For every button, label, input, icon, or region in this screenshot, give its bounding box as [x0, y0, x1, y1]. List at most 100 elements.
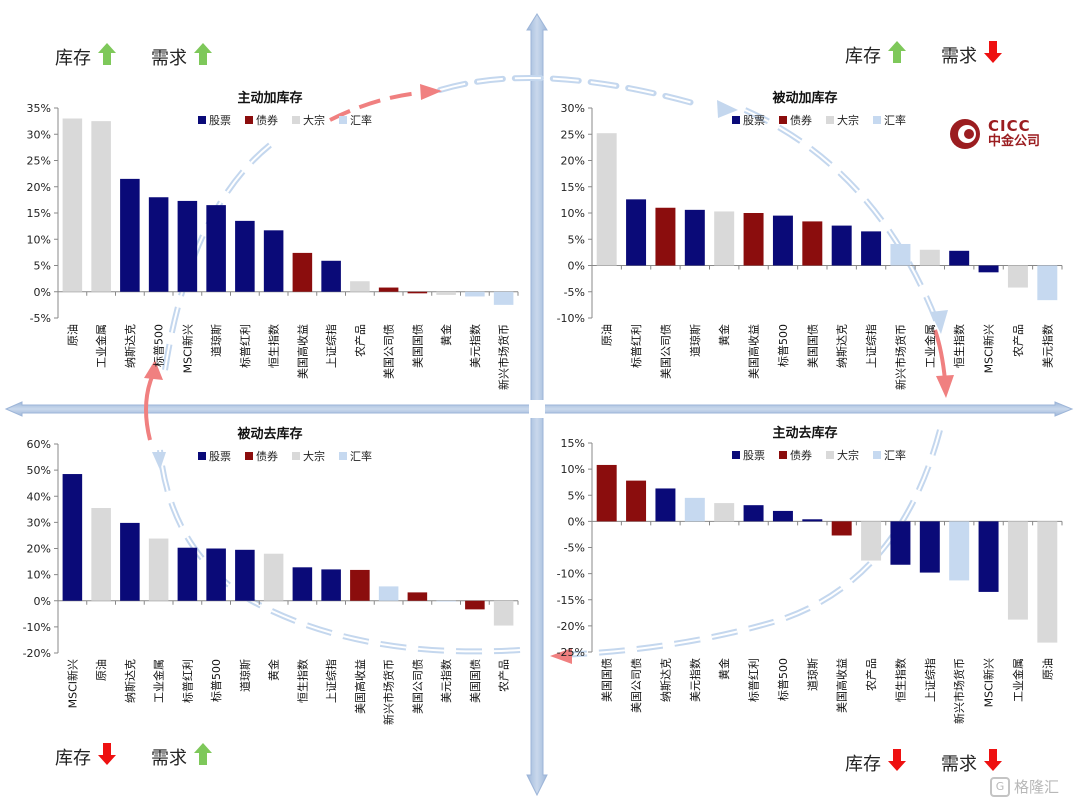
- bar: [978, 521, 999, 592]
- x-tick-label: 道琼斯: [238, 659, 252, 692]
- cicc-logo: CICC 中金公司: [948, 117, 1040, 151]
- arrow-down-icon: [887, 748, 907, 777]
- x-tick-label: 工业金属: [1011, 658, 1025, 702]
- watermark-text: 格隆汇: [1014, 778, 1060, 796]
- bar: [436, 291, 456, 295]
- y-tick-label: 30%: [27, 516, 51, 529]
- x-tick-label: 标普红利: [238, 324, 252, 368]
- bar: [861, 231, 882, 266]
- bar: [407, 291, 428, 294]
- y-tick-label: -5%: [564, 542, 585, 555]
- arrow-up-icon: [97, 42, 117, 71]
- x-tick-label: 工业金属: [152, 659, 166, 703]
- y-tick-label: -15%: [557, 594, 585, 607]
- bar: [177, 200, 198, 292]
- x-tick-label: MSCI新兴: [180, 324, 194, 373]
- bar: [684, 209, 705, 266]
- x-tick-label: MSCI新兴: [982, 324, 996, 373]
- demand-label: 需求: [941, 753, 977, 775]
- x-tick-label: MSCI新兴: [65, 659, 79, 708]
- x-tick-label: 纳斯达克: [124, 324, 137, 368]
- axis-cross: [4, 13, 1074, 797]
- y-tick-label: 0%: [568, 260, 585, 273]
- legend-swatch: [732, 451, 740, 459]
- bar: [655, 488, 676, 522]
- x-tick-label: 美元指数: [468, 324, 482, 368]
- bar: [714, 503, 735, 522]
- legend-label: 汇率: [350, 449, 372, 463]
- corner-bottom-left: 库存 需求: [55, 742, 213, 771]
- y-tick-label: -5%: [564, 286, 585, 299]
- demand-label: 需求: [151, 47, 187, 69]
- bar: [684, 497, 705, 522]
- bar: [148, 197, 169, 292]
- bar: [493, 600, 514, 626]
- brand-cn: 中金公司: [988, 134, 1041, 149]
- bar: [626, 480, 647, 522]
- x-tick-label: 上证综指: [324, 324, 338, 368]
- bar: [596, 133, 617, 266]
- bar: [978, 265, 999, 273]
- bar: [292, 252, 313, 292]
- x-tick-label: 美国高收益: [295, 324, 309, 379]
- y-tick-label: 25%: [561, 128, 585, 141]
- arrow-down-icon: [97, 742, 117, 771]
- y-tick-label: 50%: [27, 464, 51, 477]
- legend-label: 股票: [743, 114, 765, 127]
- y-tick-label: 35%: [27, 102, 51, 115]
- x-tick-label: 新兴市场货币: [952, 658, 966, 724]
- corner-top-left: 库存 需求: [55, 42, 213, 71]
- legend-swatch: [826, 451, 834, 459]
- x-tick-label: 纳斯达克: [659, 658, 672, 702]
- x-tick-label: 美国高收益: [353, 659, 367, 714]
- bar: [62, 474, 83, 601]
- bar: [626, 199, 647, 266]
- legend-swatch: [198, 116, 206, 124]
- x-tick-label: 农产品: [353, 324, 367, 357]
- y-tick-label: 0%: [34, 286, 51, 299]
- x-tick-label: 恒生指数: [952, 324, 966, 368]
- bar: [91, 121, 111, 292]
- cicc-emblem-icon: [950, 119, 980, 149]
- x-tick-label: 标普500: [776, 324, 790, 367]
- bar: [949, 521, 970, 581]
- bar: [890, 521, 911, 565]
- x-tick-label: 黄金: [717, 324, 731, 346]
- legend-label: 汇率: [350, 113, 372, 127]
- legend-swatch: [732, 116, 740, 124]
- x-tick-label: 美国国债: [410, 324, 424, 368]
- y-tick-label: -20%: [557, 620, 585, 633]
- bar: [1007, 521, 1028, 620]
- x-tick-label: 美元指数: [688, 658, 702, 702]
- legend-label: 大宗: [837, 448, 859, 462]
- brand-en: CICC: [988, 117, 1031, 135]
- legend-label: 大宗: [303, 449, 325, 463]
- y-tick-label: 30%: [27, 128, 51, 141]
- y-tick-label: 10%: [561, 207, 585, 220]
- bar: [831, 225, 852, 266]
- bar: [714, 211, 735, 266]
- x-tick-label: 纳斯达克: [836, 324, 849, 368]
- legend-label: 股票: [209, 114, 231, 127]
- bar: [655, 207, 676, 266]
- bar: [378, 287, 399, 292]
- bar: [321, 260, 341, 292]
- x-tick-label: 美国公司债: [629, 658, 643, 713]
- x-tick-label: 黄金: [439, 324, 453, 346]
- x-tick-label: 黄金: [267, 659, 281, 681]
- x-tick-label: 美国公司债: [658, 324, 672, 379]
- inventory-label: 库存: [845, 45, 881, 67]
- arrow-up-icon: [193, 42, 213, 71]
- cycle-loop: [144, 75, 954, 664]
- x-tick-label: 美国国债: [468, 659, 482, 703]
- x-tick-label: 道琼斯: [209, 324, 223, 357]
- bar: [378, 586, 399, 601]
- bar: [91, 508, 111, 601]
- x-tick-label: 农产品: [497, 659, 511, 692]
- corner-top-right: 库存 需求: [845, 40, 1003, 69]
- chart-title: 被动加库存: [771, 90, 837, 106]
- legend-swatch: [339, 116, 347, 124]
